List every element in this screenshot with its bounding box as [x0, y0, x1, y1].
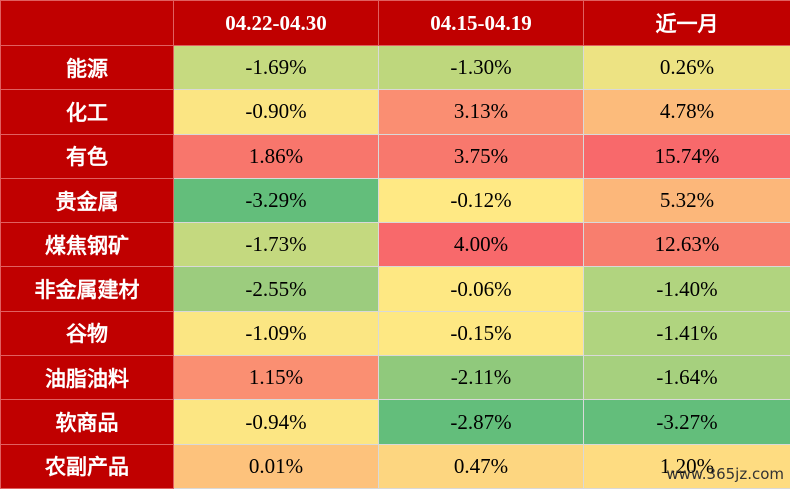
value-cell: 1.20%	[583, 443, 790, 489]
header-row: 04.22-04.30 04.15-04.19 近一月	[0, 0, 790, 46]
row: 非金属建材 -2.55% -0.06% -1.40%	[0, 266, 790, 312]
value-cell: -1.30%	[378, 44, 584, 91]
row: 煤焦钢矿 -1.73% 4.00% 12.63%	[0, 222, 790, 268]
row: 油脂油料 1.15% -2.11% -1.64%	[0, 355, 790, 401]
row: 农副产品 0.01% 0.47% 1.20%	[0, 443, 790, 489]
value-cell: -3.27%	[583, 399, 790, 445]
value-cell: -0.90%	[173, 89, 379, 135]
row-label: 软商品	[0, 399, 174, 445]
value-cell: 15.74%	[583, 133, 790, 179]
row: 能源 -1.69% -1.30% 0.26%	[0, 44, 790, 91]
value-cell: -2.87%	[378, 399, 584, 445]
value-cell: -0.06%	[378, 266, 584, 312]
value-cell: 1.86%	[173, 133, 379, 179]
column-header: 04.15-04.19	[378, 0, 584, 46]
value-cell: -3.29%	[173, 177, 379, 224]
value-cell: -2.11%	[378, 355, 584, 401]
value-cell: 3.75%	[378, 133, 584, 179]
value-cell: 3.13%	[378, 89, 584, 135]
value-cell: 1.15%	[173, 355, 379, 401]
row-label: 有色	[0, 133, 174, 179]
row-label: 贵金属	[0, 177, 174, 224]
value-cell: 0.26%	[583, 44, 790, 91]
row: 谷物 -1.09% -0.15% -1.41%	[0, 310, 790, 357]
value-cell: 0.47%	[378, 443, 584, 489]
row-label: 煤焦钢矿	[0, 222, 174, 268]
value-cell: -1.64%	[583, 355, 790, 401]
row: 贵金属 -3.29% -0.12% 5.32%	[0, 177, 790, 224]
corner	[0, 0, 174, 46]
value-cell: -1.09%	[173, 310, 379, 357]
value-cell: -0.94%	[173, 399, 379, 445]
row-label: 能源	[0, 44, 174, 91]
row: 软商品 -0.94% -2.87% -3.27%	[0, 399, 790, 445]
row-label: 油脂油料	[0, 355, 174, 401]
row: 有色 1.86% 3.75% 15.74%	[0, 133, 790, 179]
value-cell: 12.63%	[583, 222, 790, 268]
value-cell: -1.41%	[583, 310, 790, 357]
value-cell: 5.32%	[583, 177, 790, 224]
column-header: 04.22-04.30	[173, 0, 379, 46]
value-cell: -1.69%	[173, 44, 379, 91]
row-label: 化工	[0, 89, 174, 135]
row: 化工 -0.90% 3.13% 4.78%	[0, 89, 790, 135]
value-cell: 4.00%	[378, 222, 584, 268]
value-cell: -0.15%	[378, 310, 584, 357]
value-cell: -1.40%	[583, 266, 790, 312]
value-cell: -0.12%	[378, 177, 584, 224]
watermark: www.365jz.com	[666, 465, 784, 483]
row-label: 农副产品	[0, 443, 174, 489]
value-cell: 4.78%	[583, 89, 790, 135]
value-cell: -1.73%	[173, 222, 379, 268]
row-label: 谷物	[0, 310, 174, 357]
column-header: 近一月	[583, 0, 790, 46]
value-cell: -2.55%	[173, 266, 379, 312]
row-label: 非金属建材	[0, 266, 174, 312]
value-cell: 0.01%	[173, 443, 379, 489]
